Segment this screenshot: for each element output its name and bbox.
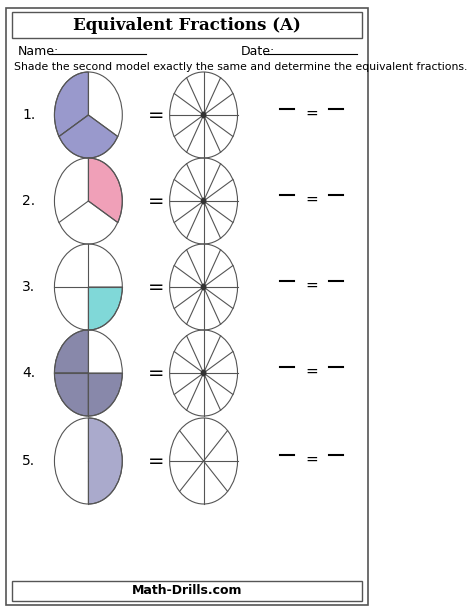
Circle shape	[201, 370, 206, 376]
Text: =: =	[148, 105, 164, 124]
Text: =: =	[148, 191, 164, 210]
Wedge shape	[55, 72, 88, 137]
Text: Date:: Date:	[241, 45, 275, 58]
Text: 4.: 4.	[22, 366, 35, 380]
Circle shape	[170, 158, 237, 244]
Circle shape	[55, 330, 122, 416]
Text: Equivalent Fractions (A): Equivalent Fractions (A)	[73, 17, 301, 34]
Circle shape	[201, 198, 206, 204]
Wedge shape	[59, 115, 118, 158]
Text: =: =	[148, 452, 164, 471]
Circle shape	[170, 244, 237, 330]
Circle shape	[170, 72, 237, 158]
Text: =: =	[148, 278, 164, 297]
Circle shape	[55, 418, 122, 504]
Circle shape	[55, 244, 122, 330]
Text: 3.: 3.	[22, 280, 35, 294]
Wedge shape	[88, 287, 122, 330]
Text: 1.: 1.	[22, 108, 36, 122]
Wedge shape	[88, 373, 122, 416]
Circle shape	[201, 284, 206, 290]
Wedge shape	[55, 330, 88, 373]
Text: 5.: 5.	[22, 454, 35, 468]
Text: Math-Drills.com: Math-Drills.com	[132, 585, 242, 598]
Text: Shade the second model exactly the same and determine the equivalent fractions.: Shade the second model exactly the same …	[14, 62, 467, 72]
Bar	[12, 581, 362, 601]
Wedge shape	[88, 158, 122, 223]
Text: =: =	[148, 364, 164, 383]
Circle shape	[55, 72, 122, 158]
Text: =: =	[305, 452, 318, 466]
Text: Name:: Name:	[18, 45, 59, 58]
Text: =: =	[305, 191, 318, 207]
Circle shape	[170, 418, 237, 504]
Text: =: =	[305, 278, 318, 292]
Circle shape	[55, 158, 122, 244]
Text: =: =	[305, 364, 318, 378]
Wedge shape	[88, 418, 122, 504]
Circle shape	[201, 112, 206, 118]
Circle shape	[170, 330, 237, 416]
Text: 2.: 2.	[22, 194, 35, 208]
Wedge shape	[55, 373, 88, 416]
Bar	[12, 12, 362, 38]
Text: =: =	[305, 105, 318, 121]
